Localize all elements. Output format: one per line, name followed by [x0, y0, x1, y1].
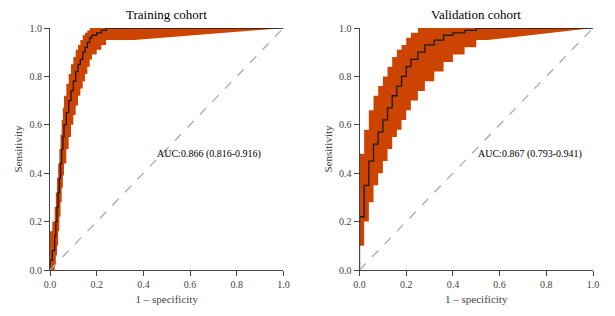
svg-text:0.6: 0.6: [493, 279, 506, 290]
svg-text:0.6: 0.6: [184, 279, 197, 290]
svg-text:0.6: 0.6: [339, 119, 352, 130]
svg-text:0.4: 0.4: [447, 279, 460, 290]
svg-text:Sensitivity: Sensitivity: [322, 125, 334, 173]
svg-text:1.0: 1.0: [587, 279, 600, 290]
svg-text:1.0: 1.0: [30, 23, 43, 34]
svg-text:0.2: 0.2: [400, 279, 413, 290]
svg-text:0.2: 0.2: [339, 216, 352, 227]
svg-text:0.0: 0.0: [353, 279, 366, 290]
svg-text:Sensitivity: Sensitivity: [12, 125, 24, 173]
svg-text:0.0: 0.0: [44, 279, 57, 290]
svg-text:0.6: 0.6: [30, 119, 43, 130]
svg-text:1 – specificity: 1 – specificity: [445, 293, 508, 305]
svg-text:0.8: 0.8: [30, 71, 43, 82]
svg-text:0.0: 0.0: [339, 265, 352, 276]
svg-text:Training cohort: Training cohort: [126, 7, 207, 22]
svg-text:0.8: 0.8: [540, 279, 553, 290]
svg-text:0.2: 0.2: [90, 279, 103, 290]
svg-text:1 – specificity: 1 – specificity: [136, 293, 199, 305]
svg-text:0.4: 0.4: [137, 279, 150, 290]
svg-text:0.8: 0.8: [231, 279, 244, 290]
svg-text:0.4: 0.4: [339, 168, 352, 179]
svg-text:AUC:0.866 (0.816-0.916): AUC:0.866 (0.816-0.916): [157, 148, 261, 160]
svg-text:0.2: 0.2: [30, 216, 43, 227]
svg-text:0.8: 0.8: [339, 71, 352, 82]
svg-text:1.0: 1.0: [277, 279, 290, 290]
svg-text:1.0: 1.0: [339, 23, 352, 34]
svg-text:AUC:0.867 (0.793-0.941): AUC:0.867 (0.793-0.941): [478, 148, 582, 160]
svg-text:0.4: 0.4: [30, 168, 43, 179]
svg-text:0.0: 0.0: [30, 265, 43, 276]
svg-text:Validation cohort: Validation cohort: [431, 7, 521, 22]
